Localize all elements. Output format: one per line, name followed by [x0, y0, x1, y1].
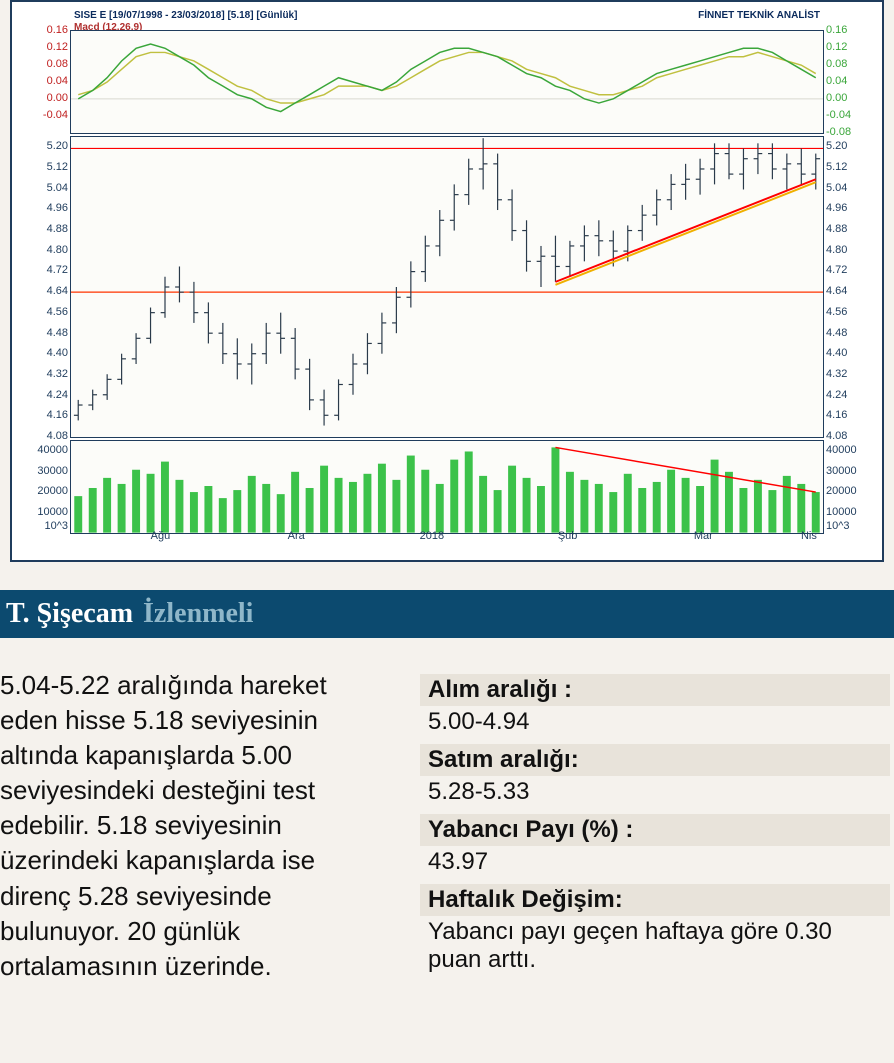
axis-tick: 4.56	[47, 306, 68, 318]
weekly-change-value: Yabancı payı geçen haftaya göre 0.30 pua…	[420, 916, 890, 976]
axis-note: 10^3	[44, 520, 68, 532]
axis-tick: 5.04	[826, 182, 847, 194]
axis-tick: -0.04	[826, 109, 851, 121]
axis-tick: 20000	[37, 485, 68, 497]
axis-tick: 5.12	[826, 161, 847, 173]
x-axis-label: Ağu	[151, 530, 171, 542]
axis-tick: 4.56	[826, 306, 847, 318]
chart-header-right: FİNNET TEKNİK ANALİST	[698, 10, 820, 21]
axis-tick: 4.32	[826, 368, 847, 380]
axis-tick: 4.88	[47, 223, 68, 235]
analysis-body: 5.04-5.22 aralığında hareket eden hisse …	[0, 668, 380, 984]
axis-tick: 5.20	[826, 140, 847, 152]
sell-range-label: Satım aralığı:	[420, 744, 890, 776]
buy-range-value: 5.00-4.94	[420, 706, 890, 738]
volume-axis-right: 40000 30000 20000 10000 10^3	[824, 440, 872, 532]
page: SISE E [19/07/1998 - 23/03/2018] [5.18] …	[0, 0, 894, 1063]
axis-tick: 20000	[826, 485, 857, 497]
axis-tick: 4.80	[47, 244, 68, 256]
axis-tick: 4.72	[826, 264, 847, 276]
axis-tick: 4.40	[47, 347, 68, 359]
axis-tick: 4.24	[826, 389, 847, 401]
axis-tick: 0.04	[826, 75, 847, 87]
chart-header-left: SISE E [19/07/1998 - 23/03/2018] [5.18] …	[74, 10, 297, 21]
title-stock-name: T. Şişecam	[0, 598, 133, 630]
sell-range-value: 5.28-5.33	[420, 776, 890, 808]
axis-tick: 30000	[826, 465, 857, 477]
axis-tick: 4.16	[826, 409, 847, 421]
axis-tick: 30000	[37, 465, 68, 477]
axis-tick: 4.96	[47, 202, 68, 214]
x-axis-label: Mar	[694, 530, 713, 542]
axis-tick: 40000	[826, 444, 857, 456]
axis-tick: 5.12	[47, 161, 68, 173]
axis-tick: 5.20	[47, 140, 68, 152]
chart-inner: SISE E [19/07/1998 - 23/03/2018] [5.18] …	[18, 8, 876, 554]
axis-tick: 0.08	[826, 58, 847, 70]
macd-panel	[70, 30, 824, 134]
axis-tick: 4.40	[826, 347, 847, 359]
title-bar: T. Şişecam İzlenmeli	[0, 590, 894, 638]
volume-axis-left: 40000 30000 20000 10000 10^3	[22, 440, 70, 532]
axis-tick: 4.32	[47, 368, 68, 380]
axis-tick: 40000	[37, 444, 68, 456]
macd-axis-left: 0.160.120.080.040.00-0.04	[22, 30, 70, 132]
axis-tick: 4.16	[47, 409, 68, 421]
axis-tick: 0.04	[47, 75, 68, 87]
axis-tick: 4.88	[826, 223, 847, 235]
axis-tick: 0.12	[47, 41, 68, 53]
price-axis-left: 5.20 5.12 5.04 4.96 4.88 4.80 4.72 4.64 4.56 4.48…	[22, 136, 70, 436]
x-axis: Ağu Ara 2018 Şub Mar Nis	[70, 530, 824, 548]
axis-tick: 0.08	[47, 58, 68, 70]
axis-tick: 4.24	[47, 389, 68, 401]
axis-tick: 0.00	[826, 92, 847, 104]
foreign-share-label: Yabancı Payı (%) :	[420, 814, 890, 846]
volume-svg	[71, 441, 823, 533]
info-box: Alım aralığı : 5.00-4.94 Satım aralığı: …	[420, 668, 890, 976]
foreign-share-value: 43.97	[420, 846, 890, 878]
buy-range-label: Alım aralığı :	[420, 674, 890, 706]
x-axis-label: Ara	[288, 530, 305, 542]
axis-tick: 10000	[826, 506, 857, 518]
x-axis-label: Nis	[801, 530, 817, 542]
axis-tick: 0.00	[47, 92, 68, 104]
weekly-change-label: Haftalık Değişim:	[420, 884, 890, 916]
volume-panel	[70, 440, 824, 534]
axis-tick: 5.04	[47, 182, 68, 194]
axis-tick: 4.48	[47, 327, 68, 339]
price-panel	[70, 136, 824, 438]
x-axis-label: Şub	[558, 530, 578, 542]
axis-tick: 4.80	[826, 244, 847, 256]
macd-svg	[71, 31, 823, 133]
title-recommendation: İzlenmeli	[143, 598, 253, 630]
price-svg	[71, 137, 823, 437]
axis-tick: 4.64	[826, 285, 847, 297]
axis-tick: 0.16	[826, 24, 847, 36]
axis-tick: 0.12	[826, 41, 847, 53]
chart-card: SISE E [19/07/1998 - 23/03/2018] [5.18] …	[10, 0, 884, 562]
axis-note: 10^3	[826, 520, 850, 532]
axis-tick: 4.72	[47, 264, 68, 276]
x-axis-label: 2018	[420, 530, 444, 542]
macd-axis-right: 0.160.120.080.040.00-0.04-0.08	[824, 30, 872, 132]
axis-tick: 4.96	[826, 202, 847, 214]
axis-tick: 4.64	[47, 285, 68, 297]
axis-tick: 0.16	[47, 24, 68, 36]
axis-tick: -0.04	[43, 109, 68, 121]
axis-tick: 4.48	[826, 327, 847, 339]
price-axis-right: 5.20 5.12 5.04 4.96 4.88 4.80 4.72 4.64 4.56 4.48…	[824, 136, 872, 436]
axis-tick: 10000	[37, 506, 68, 518]
